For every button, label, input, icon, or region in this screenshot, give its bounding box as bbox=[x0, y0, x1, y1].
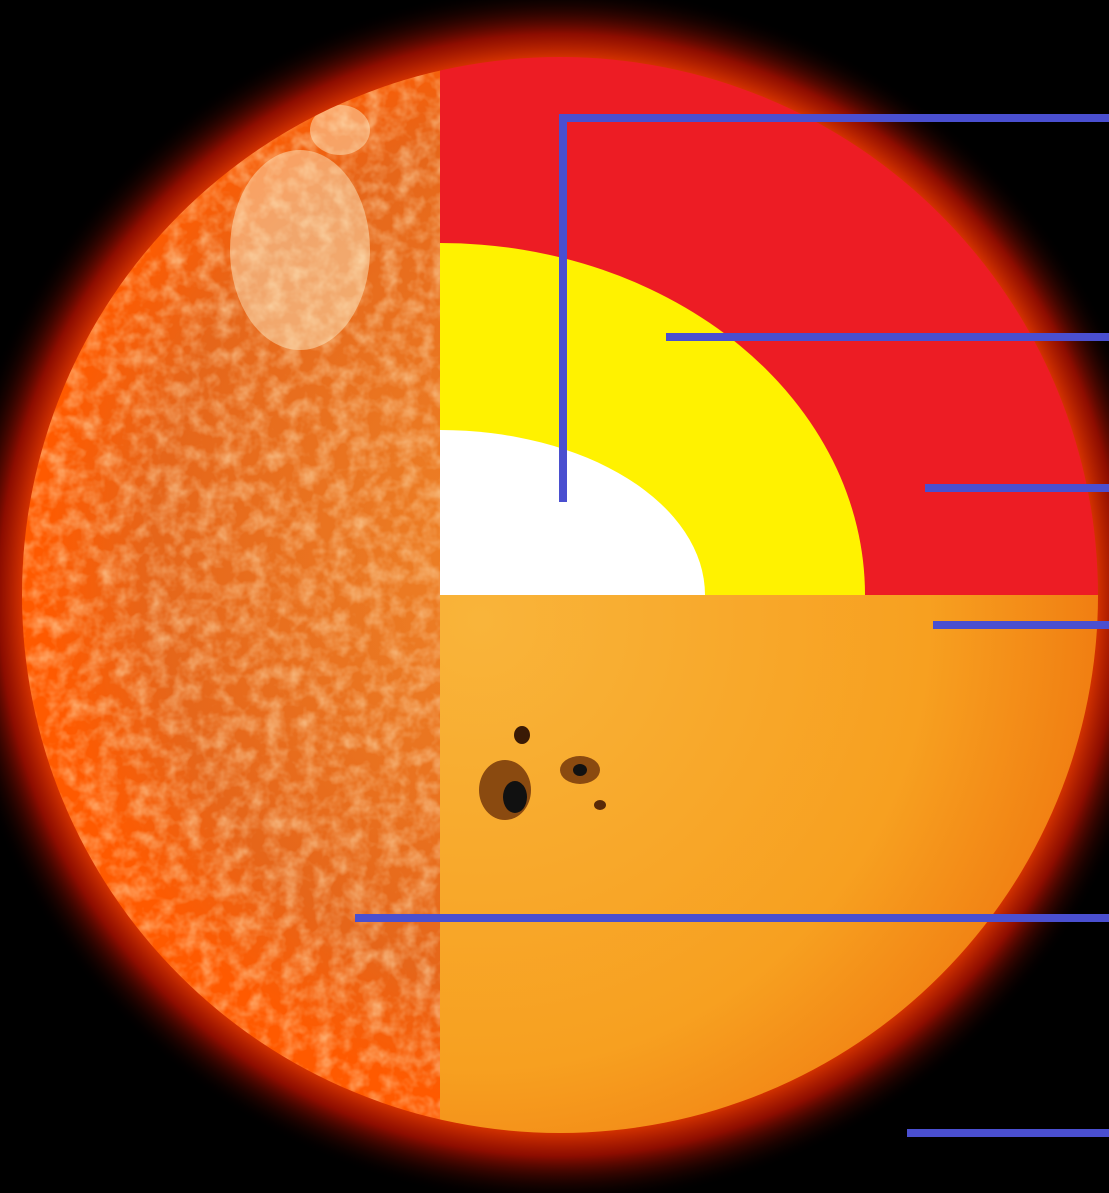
leader-line bbox=[559, 114, 1109, 502]
sunspot-umbra bbox=[514, 726, 530, 744]
core bbox=[440, 430, 705, 595]
sunspot-umbra bbox=[503, 781, 527, 813]
bright-region bbox=[230, 150, 370, 350]
sunspots bbox=[479, 726, 606, 820]
sunspot-umbra bbox=[594, 800, 606, 810]
leader-lines bbox=[355, 114, 1109, 1137]
bright-region bbox=[310, 105, 370, 155]
sunspot-umbra bbox=[573, 764, 587, 776]
